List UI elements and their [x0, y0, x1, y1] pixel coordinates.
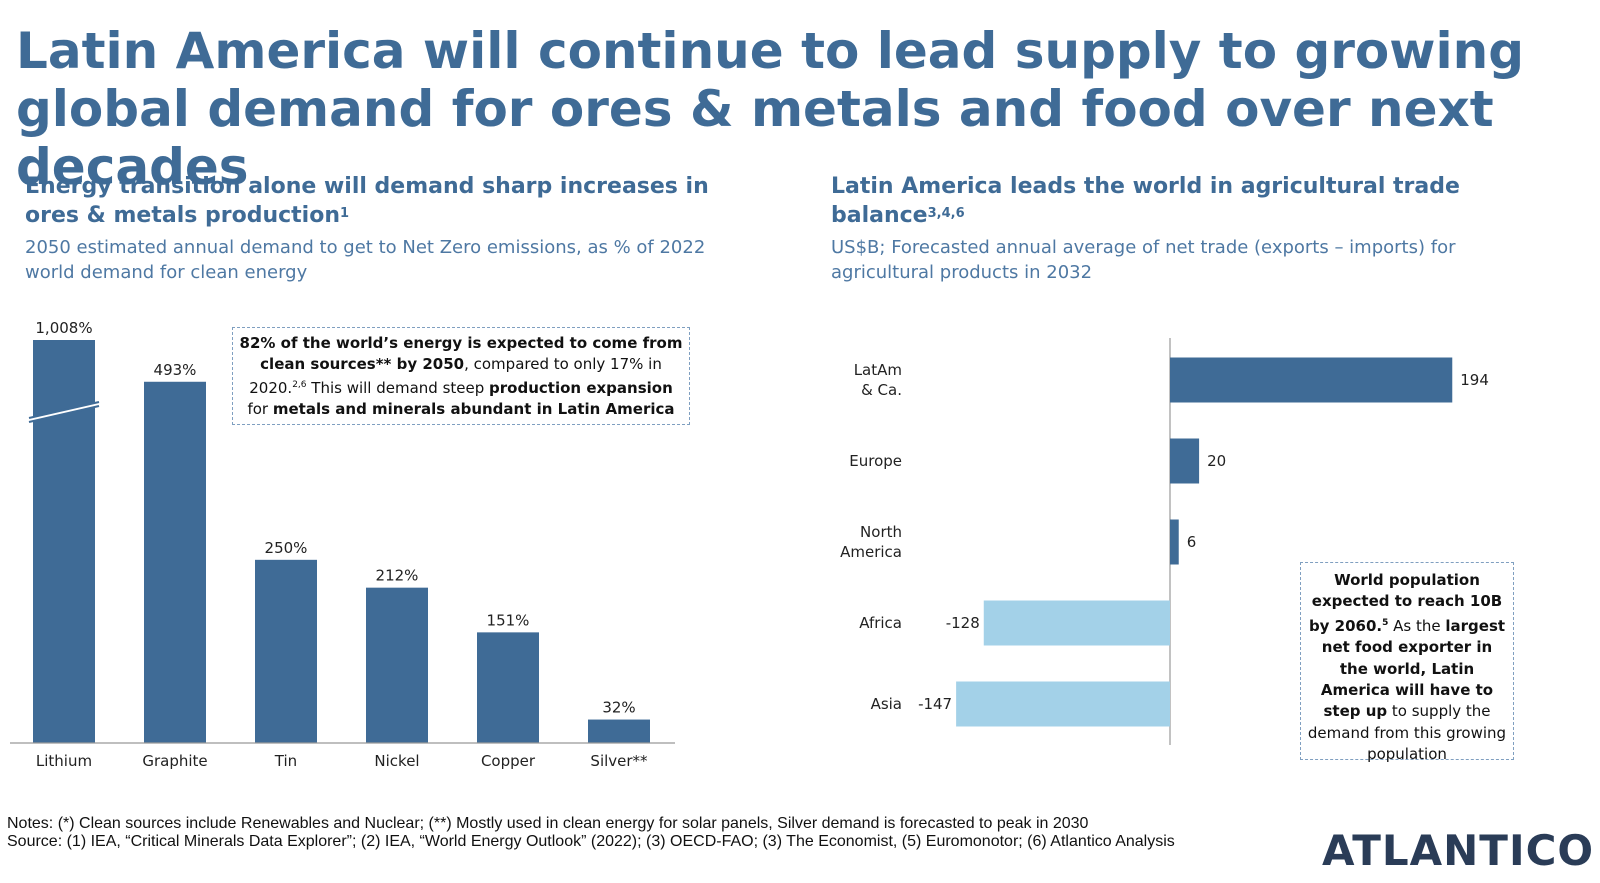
callout-right-text-2: to supply the demand from this growing p…: [1307, 702, 1507, 764]
agri-trade-bar-chart: 194 LatAm & Ca. 20 Europe 6 North America -128 Af…: [840, 338, 1489, 745]
bar-value-label: 212%: [376, 567, 419, 585]
y-tick-label: Africa: [859, 614, 902, 632]
x-tick-label: Copper: [481, 752, 536, 770]
y-tick-label: & Ca.: [861, 381, 902, 399]
bar-value-label: 250%: [265, 539, 308, 557]
population-callout-box: World population expected to reach 10B b…: [1300, 562, 1514, 764]
axis-break-line: [28, 405, 100, 423]
right-chart-description: US$B; Forecasted annual average of net t…: [831, 237, 1456, 283]
y-tick-label: Europe: [849, 452, 902, 470]
metals-demand-bar-chart: 1,008% Lithium 493% Graphite 250% Tin 212% Nick…: [10, 319, 675, 770]
right-chart-heading: Latin America leads the world in agricul…: [831, 172, 1531, 230]
bar-value-label: 151%: [487, 611, 530, 629]
bar-africa: [983, 600, 1170, 646]
callout-left-bold-3: metals and minerals abundant in Latin Am…: [272, 400, 675, 418]
y-tick-label: LatAm: [854, 361, 902, 379]
y-tick-label: Asia: [871, 695, 902, 713]
callout-left-footnote: 2,6: [292, 380, 307, 390]
bar-value-label: 1,008%: [35, 319, 92, 337]
bar-graphite: [144, 381, 206, 743]
axis-break-line: [28, 401, 100, 419]
bar-value-label: 493%: [154, 361, 197, 379]
x-tick-label: Graphite: [142, 752, 207, 770]
left-heading-footnote: 1: [339, 206, 350, 221]
callout-left-bold-1: 82% of the world’s energy is expected to…: [239, 334, 683, 373]
callout-left-text-2: This will demand steep: [306, 379, 490, 397]
bar-value-label: -147: [918, 695, 952, 713]
callout-right-bold-1: World population expected to reach 10B b…: [1308, 571, 1503, 635]
bar-silver: [588, 719, 650, 743]
callout-right-bold-2: largest net food exporter in the world, …: [1320, 616, 1506, 721]
atlantico-logo: ATLANTICO: [1322, 826, 1595, 875]
y-tick-label: America: [840, 543, 902, 561]
bar-asia: [956, 681, 1170, 727]
callout-left-bold-2: production expansion: [489, 379, 673, 397]
energy-callout-box: 82% of the world’s energy is expected to…: [232, 327, 690, 425]
bar-nickel: [366, 587, 428, 743]
x-tick-label: Tin: [274, 752, 297, 770]
callout-right-text-1: As the: [1388, 616, 1446, 635]
x-tick-label: Nickel: [374, 752, 419, 770]
y-tick-label: North: [860, 523, 902, 541]
bar-europe: [1170, 438, 1200, 484]
footnotes: Notes: (*) Clean sources include Renewab…: [7, 815, 1267, 850]
bar-tin: [255, 559, 317, 743]
source-line: Source: (1) IEA, “Critical Minerals Data…: [7, 832, 1175, 850]
bar-value-label: 20: [1207, 452, 1226, 470]
bar-value-label: 6: [1187, 533, 1197, 551]
notes-line: Notes: (*) Clean sources include Renewab…: [7, 815, 1089, 832]
left-chart-description: 2050 estimated annual demand to get to N…: [25, 237, 706, 283]
bar-copper: [477, 632, 539, 743]
bar-lithium: [33, 340, 95, 743]
bar-latam-ca-: [1170, 357, 1453, 403]
bar-value-label: 32%: [602, 699, 635, 717]
bar-value-label: 194: [1460, 371, 1489, 389]
left-heading-text: Energy transition alone will demand shar…: [25, 174, 709, 228]
page-title: Latin America will continue to lead supp…: [16, 22, 1524, 196]
right-heading-footnote: 3,4,6: [927, 206, 965, 221]
callout-left-text-3: for: [247, 400, 273, 418]
callout-right-footnote: 5: [1382, 617, 1389, 628]
bar-value-label: -128: [946, 614, 980, 632]
x-tick-label: Lithium: [36, 752, 92, 770]
x-tick-label: Silver**: [590, 752, 648, 770]
bar-north-america: [1170, 519, 1179, 565]
right-heading-text: Latin America leads the world in agricul…: [831, 174, 1460, 228]
left-chart-heading: Energy transition alone will demand shar…: [25, 172, 725, 230]
callout-left-text-1: , compared to only 17% in 2020.: [249, 355, 662, 397]
